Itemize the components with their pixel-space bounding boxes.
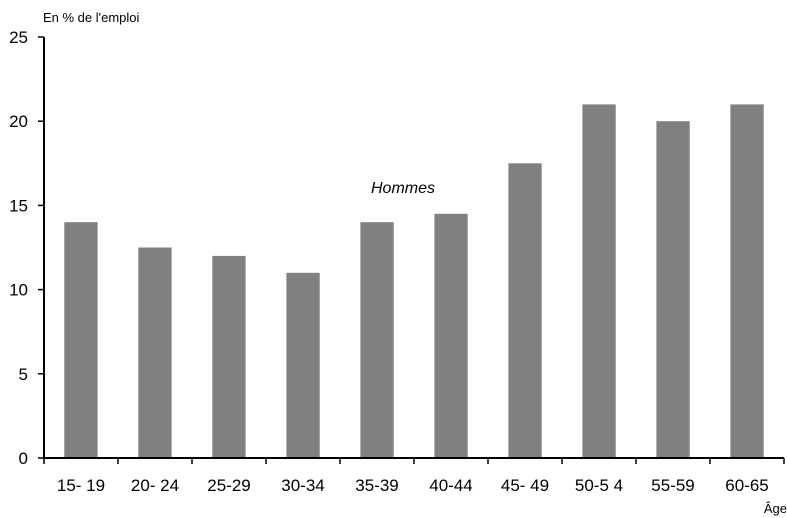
x-axis-title: Âge — [764, 501, 787, 516]
bar-2 — [212, 255, 246, 458]
x-tick-label: 15- 19 — [57, 476, 105, 495]
y-tick-label: 20 — [9, 112, 28, 131]
bar-5 — [434, 213, 468, 458]
x-tick-label: 55-59 — [651, 476, 694, 495]
y-tick-label: 0 — [19, 449, 28, 468]
y-tick-label: 15 — [9, 196, 28, 215]
bar-9 — [730, 104, 764, 459]
x-tick-label: 60-65 — [725, 476, 768, 495]
x-tick-label: 20- 24 — [131, 476, 179, 495]
y-axis-title: En % de l'emploi — [43, 10, 140, 25]
x-tick-label: 30-34 — [281, 476, 324, 495]
series-annotation: Hommes — [371, 180, 435, 197]
bar-6 — [508, 163, 542, 459]
y-tick-label: 25 — [9, 28, 28, 47]
y-tick-label: 10 — [9, 281, 28, 300]
x-tick-label: 40-44 — [429, 476, 472, 495]
bar-8 — [656, 121, 690, 458]
bar-1 — [138, 247, 172, 458]
y-tick-label: 5 — [19, 365, 28, 384]
bar-0 — [64, 222, 98, 458]
bar-4 — [360, 222, 394, 458]
bar-7 — [582, 104, 616, 459]
x-tick-label: 45- 49 — [501, 476, 549, 495]
x-tick-label: 50-5 4 — [575, 476, 623, 495]
x-tick-label: 25-29 — [207, 476, 250, 495]
x-tick-label: 35-39 — [355, 476, 398, 495]
bar-3 — [286, 272, 320, 458]
